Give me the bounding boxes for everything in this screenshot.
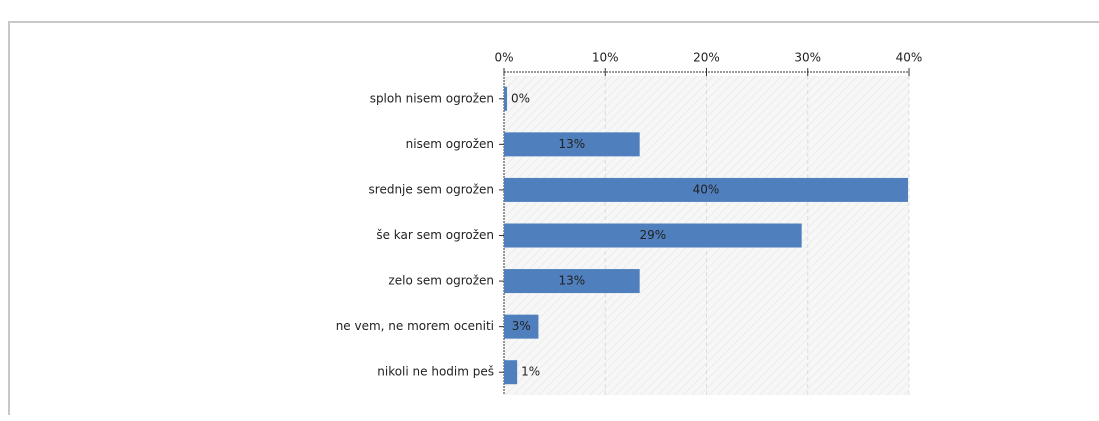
y-tick-label: še kar sem ogrožen [376, 228, 494, 242]
bar [504, 223, 802, 248]
bar [504, 86, 508, 111]
frame [8, 21, 1099, 415]
data-label: 29% [640, 228, 667, 242]
data-label: 0% [511, 91, 530, 105]
x-tick-label: 10% [592, 51, 619, 65]
x-tick-label: 20% [693, 51, 720, 65]
bar [504, 360, 518, 385]
y-tick-label: zelo sem ogrožen [388, 274, 494, 288]
data-label: 40% [693, 182, 720, 196]
x-tick-label: 40% [896, 51, 923, 65]
y-tick-label: srednje sem ogrožen [369, 182, 494, 196]
bar [504, 177, 908, 202]
data-label: 1% [521, 365, 540, 379]
data-label: 13% [559, 137, 586, 151]
bar [504, 314, 539, 339]
bar [504, 132, 640, 157]
y-tick-label: sploh nisem ogrožen [370, 91, 494, 105]
y-tick-label: nisem ogrožen [406, 137, 494, 151]
x-tick-label: 30% [794, 51, 821, 65]
x-tick-label: 0% [494, 51, 513, 65]
y-tick-label: nikoli ne hodim peš [377, 365, 494, 379]
data-label: 3% [512, 319, 531, 333]
data-label: 13% [559, 274, 586, 288]
y-tick-label: ne vem, ne morem oceniti [336, 319, 494, 333]
bar [504, 269, 640, 294]
